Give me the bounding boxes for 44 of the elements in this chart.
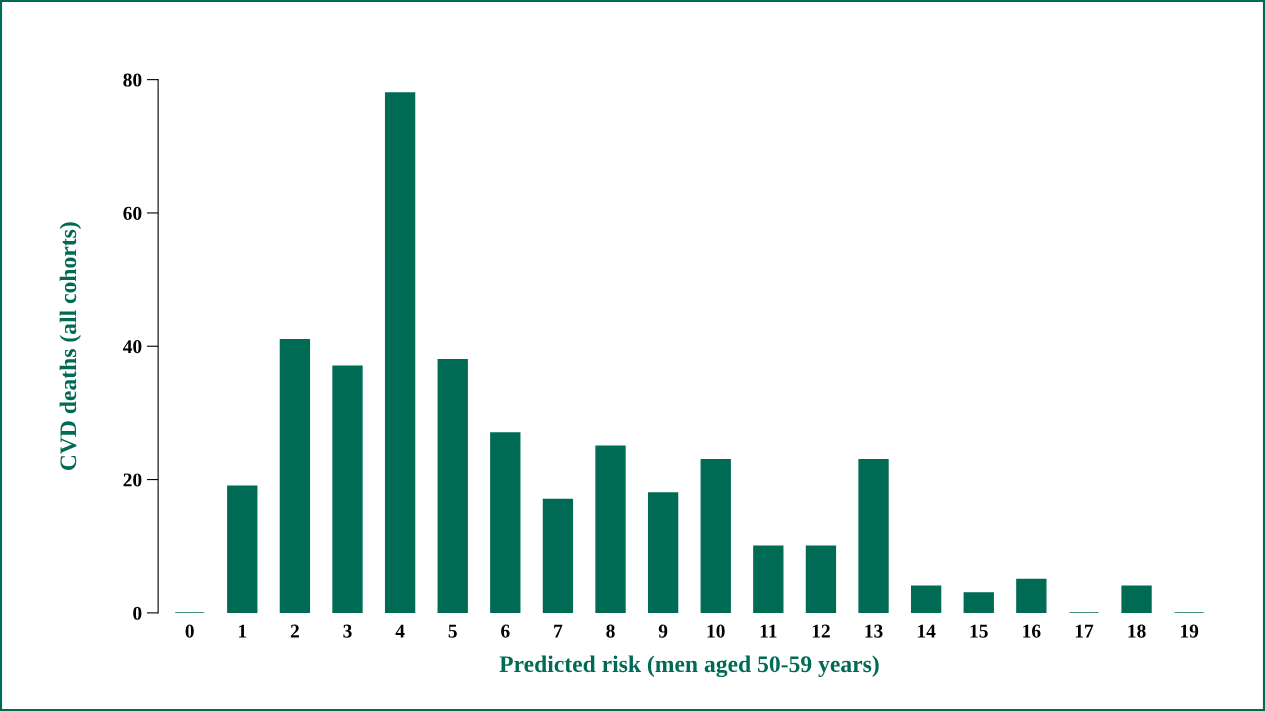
x-tick-label: 9 bbox=[658, 624, 668, 638]
x-tick-label: 8 bbox=[606, 624, 615, 638]
bar bbox=[1121, 585, 1152, 613]
x-tick-label: 0 bbox=[185, 624, 194, 638]
x-tick-label: 18 bbox=[1128, 624, 1146, 638]
bar bbox=[384, 92, 416, 613]
x-tick-label: 3 bbox=[343, 624, 352, 638]
bar bbox=[858, 458, 889, 613]
bar bbox=[753, 545, 784, 613]
x-tick-label: 5 bbox=[448, 624, 457, 638]
x-tick-label: 2 bbox=[290, 624, 299, 638]
x-tick-label: 19 bbox=[1181, 624, 1199, 638]
y-tick-label: 80 bbox=[123, 73, 142, 87]
y-axis-title: CVD deaths (all cohorts) bbox=[59, 222, 82, 471]
x-tick-label: 12 bbox=[812, 624, 830, 638]
x-tick-label: 6 bbox=[501, 624, 510, 638]
bar bbox=[542, 498, 574, 613]
bar bbox=[700, 458, 731, 613]
bar bbox=[910, 585, 942, 613]
x-tick-label: 1 bbox=[238, 624, 247, 638]
bar bbox=[490, 432, 521, 613]
y-tick-label: 40 bbox=[122, 340, 142, 354]
x-tick-label: 13 bbox=[865, 624, 883, 638]
bar bbox=[227, 485, 258, 613]
y-tick-label: 20 bbox=[123, 473, 142, 487]
x-tick-label: 15 bbox=[970, 624, 988, 638]
bar bbox=[805, 545, 837, 613]
bar bbox=[437, 358, 468, 613]
x-axis-title: Predicted risk (men aged 50-59 years) bbox=[499, 655, 879, 678]
x-tick-label: 17 bbox=[1075, 624, 1094, 638]
y-tick-label: 60 bbox=[123, 206, 142, 220]
bar bbox=[279, 338, 311, 613]
bar bbox=[647, 492, 679, 613]
x-tick-label: 14 bbox=[917, 624, 936, 638]
bar bbox=[595, 445, 626, 613]
y-tick-label: 0 bbox=[133, 606, 142, 620]
x-tick-label: 11 bbox=[760, 624, 777, 638]
x-tick-label: 10 bbox=[707, 624, 725, 638]
bar bbox=[1016, 578, 1047, 613]
x-tick-label: 4 bbox=[395, 624, 405, 638]
bar bbox=[963, 592, 994, 613]
bar bbox=[332, 365, 363, 613]
x-tick-label: 16 bbox=[1023, 624, 1041, 638]
x-tick-label: 7 bbox=[554, 624, 563, 638]
